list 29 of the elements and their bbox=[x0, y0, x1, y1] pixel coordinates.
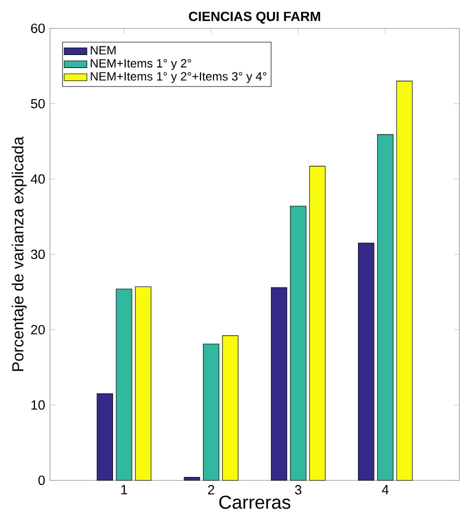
legend-label: NEM+Items 1° y 2°+Items 3° y 4° bbox=[90, 72, 266, 83]
y-tick-label: 20 bbox=[31, 324, 45, 334]
x-tick-label: 1 bbox=[121, 485, 128, 494]
bar bbox=[96, 393, 113, 481]
x-tick-label: 3 bbox=[295, 485, 302, 494]
bar bbox=[116, 288, 132, 481]
y-tick-label: 50 bbox=[31, 98, 45, 108]
bar bbox=[309, 166, 326, 481]
y-tick-label: 10 bbox=[31, 400, 45, 410]
chart-title: CIENCIAS QUI FARM bbox=[188, 12, 320, 24]
bar bbox=[203, 344, 220, 481]
x-axis-title: Carreras bbox=[219, 496, 290, 509]
bar bbox=[270, 287, 288, 481]
bar bbox=[184, 477, 200, 481]
x-tick-label: 2 bbox=[208, 485, 214, 494]
bar bbox=[135, 286, 152, 481]
bar bbox=[222, 335, 238, 481]
bar bbox=[377, 134, 394, 481]
bar bbox=[290, 206, 306, 481]
y-tick-label: 60 bbox=[31, 24, 45, 34]
legend-label: NEM+Items 1° y 2° bbox=[90, 59, 192, 70]
x-tick-label: 4 bbox=[382, 485, 389, 494]
y-tick-label: 40 bbox=[30, 174, 45, 184]
y-axis-title: Porcentaje de varianza explicada bbox=[12, 136, 27, 371]
bar bbox=[396, 80, 413, 481]
legend-label: NEM bbox=[90, 46, 116, 54]
y-tick-label: 0 bbox=[38, 476, 45, 486]
y-tick-label: 30 bbox=[30, 250, 45, 260]
bar bbox=[358, 242, 374, 481]
